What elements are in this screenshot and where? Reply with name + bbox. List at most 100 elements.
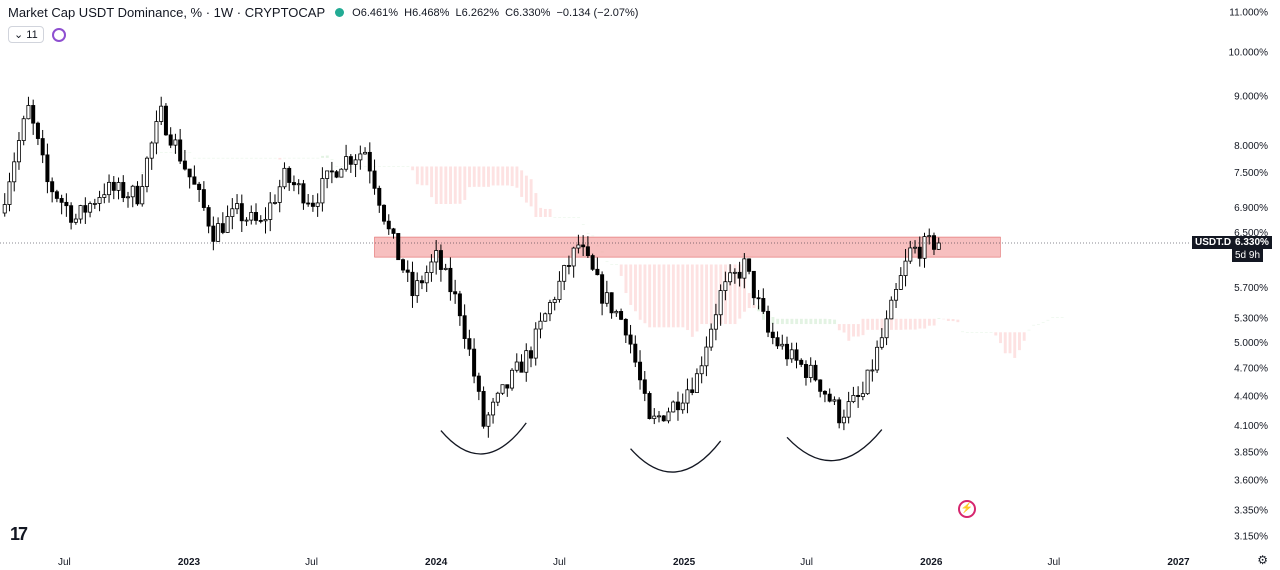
price-axis[interactable]: 11.000% 10.000% 9.000% 8.000% 7.500% 6.900% 6.…: [1229, 8, 1269, 543]
candle-body: [761, 298, 766, 312]
candle-body: [344, 156, 349, 170]
cloud-slice: [140, 172, 144, 173]
candle-body: [405, 269, 410, 273]
y-tick-label: 5.000%: [1234, 338, 1268, 349]
candle-body: [434, 250, 439, 263]
candle-body: [325, 170, 330, 179]
cloud-slice: [449, 166, 452, 204]
indicator-toggle-button[interactable]: ⌄ 11: [8, 26, 44, 43]
candle-body: [903, 260, 908, 277]
cloud-slice: [643, 264, 647, 324]
candle-body: [785, 343, 790, 360]
cloud-slice: [913, 318, 917, 330]
candle-body: [889, 299, 894, 320]
cup-arc[interactable]: [440, 422, 527, 455]
candle-body: [818, 379, 823, 392]
candle-body: [747, 258, 752, 272]
time-axis[interactable]: Jul 2023 Jul 2024 Jul 2025 Jul 2026 Jul 2027: [58, 557, 1190, 568]
open-value: O6.461%: [352, 6, 399, 19]
cloud-slice: [833, 319, 837, 325]
cloud-slice: [980, 332, 983, 333]
candle-body: [201, 189, 206, 208]
candle-body: [457, 293, 462, 317]
candle-body: [429, 261, 434, 273]
tradingview-logo-icon[interactable]: 17: [10, 524, 28, 544]
x-tick-label: Jul: [553, 557, 566, 568]
cloud-slice: [425, 166, 429, 186]
candle-body: [666, 411, 671, 422]
gear-icon[interactable]: ⚙: [1257, 553, 1268, 567]
candle-body: [448, 267, 453, 293]
candle-body: [54, 191, 59, 199]
cloud-slice: [856, 324, 860, 337]
cloud-slice: [510, 166, 514, 187]
cloud-slice: [212, 157, 215, 159]
candle-body: [31, 105, 36, 124]
cloud-slice: [1013, 332, 1017, 358]
candle-body: [732, 271, 737, 274]
symbol-title[interactable]: Market Cap USDT Dominance, % · 1W · CRYP…: [8, 5, 326, 20]
cloud-slice: [1027, 329, 1031, 331]
cloud-slice: [543, 208, 547, 217]
cloud-slice: [434, 166, 438, 204]
candle-body: [187, 168, 192, 178]
cloud-slice: [686, 264, 690, 331]
candle-body: [353, 159, 358, 165]
cloud-slice: [231, 157, 234, 159]
cloud-slice: [989, 332, 993, 333]
cloud-slice: [804, 318, 808, 325]
candle-body: [230, 208, 235, 217]
candle-body: [239, 203, 244, 222]
resistance-zone-rect[interactable]: [374, 236, 1001, 258]
cloud-slice: [1003, 332, 1007, 354]
cloud-slice: [316, 157, 320, 159]
cloud-slice: [249, 157, 253, 159]
candle-body: [917, 246, 922, 259]
cloud-slice: [894, 318, 898, 330]
candle-body: [737, 271, 742, 279]
cloud-slice: [871, 318, 874, 330]
cloud-slice: [235, 157, 239, 159]
candle-body: [116, 182, 121, 191]
cloud-slice: [605, 261, 609, 262]
cloud-slice: [268, 157, 272, 159]
cloud-slice: [221, 157, 225, 159]
sync-icon[interactable]: [51, 27, 66, 42]
cloud-slice: [875, 318, 879, 330]
cloud-slice: [795, 318, 799, 325]
candle-body: [244, 219, 249, 222]
y-tick-label: 4.400%: [1234, 391, 1268, 402]
cloud-slice: [747, 293, 751, 309]
candle-body: [83, 205, 88, 213]
candle-body: [339, 168, 344, 178]
candle-body: [301, 183, 306, 204]
cloud-slice: [1032, 324, 1036, 326]
candle-body: [851, 394, 856, 403]
candle-body: [652, 415, 657, 420]
candle-body: [491, 401, 496, 416]
candle-body: [922, 236, 927, 259]
resistance-zone: [374, 236, 1001, 258]
cloud-slice: [866, 318, 870, 330]
y-tick-label: 3.350%: [1234, 506, 1268, 517]
candle-body: [628, 334, 633, 345]
candle-body: [879, 337, 884, 348]
candle-body: [519, 361, 524, 373]
candle-body: [329, 170, 334, 173]
cloud-slice: [558, 216, 562, 218]
candle-body: [595, 268, 600, 276]
cloud-slice: [861, 318, 865, 336]
cloud-slice: [652, 264, 656, 328]
cloud-slice: [567, 216, 571, 218]
candle-body: [64, 201, 69, 207]
candle-body: [410, 271, 415, 297]
candle-body: [21, 118, 26, 141]
cup-arc[interactable]: [786, 429, 883, 462]
candle-body: [533, 328, 538, 359]
cup-arc[interactable]: [630, 440, 722, 473]
pattern-arcs: [440, 422, 883, 473]
lightning-icon[interactable]: ⚡: [958, 500, 976, 518]
candle-body: [528, 350, 533, 359]
ohlc-values: O6.461% H6.468% L6.262% C6.330% −0.134 (…: [352, 7, 638, 19]
